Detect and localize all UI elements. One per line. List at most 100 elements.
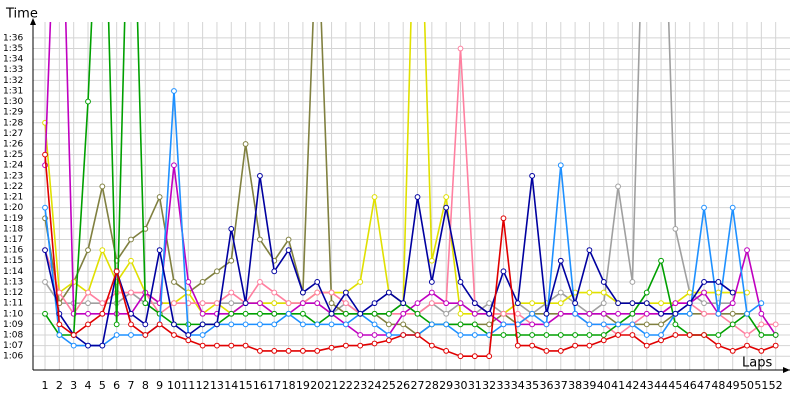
x-tick-label: 17 xyxy=(267,379,281,392)
point xyxy=(171,321,177,328)
y-tick-label: 1:20 xyxy=(3,203,23,213)
point xyxy=(70,332,77,338)
point xyxy=(529,172,536,179)
x-tick-label: 52 xyxy=(769,379,783,392)
series-line xyxy=(44,22,748,315)
point xyxy=(314,289,321,296)
y-tick-label: 1:09 xyxy=(3,320,23,330)
point xyxy=(729,348,736,354)
y-tick-label: 1:16 xyxy=(3,246,23,256)
y-tick-label: 1:27 xyxy=(3,129,23,139)
point xyxy=(342,289,349,296)
point xyxy=(371,194,378,200)
x-tick-label: 29 xyxy=(439,379,453,392)
point xyxy=(257,310,263,317)
x-tick-label: 4 xyxy=(85,379,92,392)
point xyxy=(543,332,550,338)
point xyxy=(385,332,392,338)
point xyxy=(342,300,349,307)
point xyxy=(457,332,464,338)
y-tick-label: 1:11 xyxy=(3,299,23,309)
point xyxy=(42,204,48,211)
point xyxy=(99,310,106,317)
point xyxy=(128,332,134,338)
point xyxy=(715,342,722,349)
point xyxy=(128,289,134,296)
point xyxy=(557,162,564,169)
y-tick-label: 1:29 xyxy=(3,108,23,118)
point xyxy=(672,332,679,338)
point xyxy=(672,310,679,317)
point xyxy=(271,268,278,275)
x-tick-label: 31 xyxy=(468,379,482,392)
x-tick-label: 51 xyxy=(754,379,768,392)
point xyxy=(672,300,679,307)
point xyxy=(42,279,48,285)
point xyxy=(156,321,163,328)
x-tick-label: 10 xyxy=(167,379,181,392)
point xyxy=(744,332,750,338)
point xyxy=(300,300,306,307)
point xyxy=(285,236,292,243)
point xyxy=(42,247,48,254)
point xyxy=(428,300,435,307)
point xyxy=(171,332,177,338)
point xyxy=(385,321,392,328)
point xyxy=(171,279,177,285)
point xyxy=(586,332,593,338)
point xyxy=(443,300,450,307)
point xyxy=(758,348,765,354)
point xyxy=(414,310,421,317)
point xyxy=(600,321,607,328)
point xyxy=(285,348,292,354)
point xyxy=(113,321,120,328)
point xyxy=(658,337,664,344)
point xyxy=(586,342,593,349)
y-arrow xyxy=(30,18,36,25)
point xyxy=(658,332,664,338)
y-tick-label: 1:19 xyxy=(3,214,23,224)
point xyxy=(514,310,521,317)
point xyxy=(428,321,435,328)
point xyxy=(529,321,536,328)
point xyxy=(443,194,450,200)
point xyxy=(328,300,335,307)
point xyxy=(242,300,249,307)
point xyxy=(428,279,435,285)
point xyxy=(686,310,693,317)
point xyxy=(199,300,206,307)
point xyxy=(228,342,235,349)
point xyxy=(729,300,736,307)
x-tick-label: 6 xyxy=(113,379,120,392)
point xyxy=(242,321,249,328)
point xyxy=(600,289,607,296)
point xyxy=(729,310,736,317)
point xyxy=(701,332,707,338)
point xyxy=(56,289,63,296)
x-tick-label: 9 xyxy=(156,379,163,392)
x-tick-label: 24 xyxy=(368,379,382,392)
point xyxy=(257,321,263,328)
x-tick-label: 16 xyxy=(253,379,267,392)
point xyxy=(643,300,650,307)
point xyxy=(300,321,306,328)
x-tick-label: 26 xyxy=(396,379,410,392)
point xyxy=(214,268,220,275)
point xyxy=(715,332,722,338)
point xyxy=(457,279,464,285)
point xyxy=(371,321,378,328)
point xyxy=(199,321,206,328)
point xyxy=(658,257,664,264)
point xyxy=(314,348,321,354)
point xyxy=(199,279,206,285)
point xyxy=(629,332,636,338)
point xyxy=(514,300,521,307)
point xyxy=(586,247,593,254)
point xyxy=(271,348,278,354)
point xyxy=(199,310,206,317)
point xyxy=(643,342,650,349)
point xyxy=(257,236,263,243)
x-tick-label: 30 xyxy=(453,379,467,392)
x-tick-label: 37 xyxy=(554,379,568,392)
